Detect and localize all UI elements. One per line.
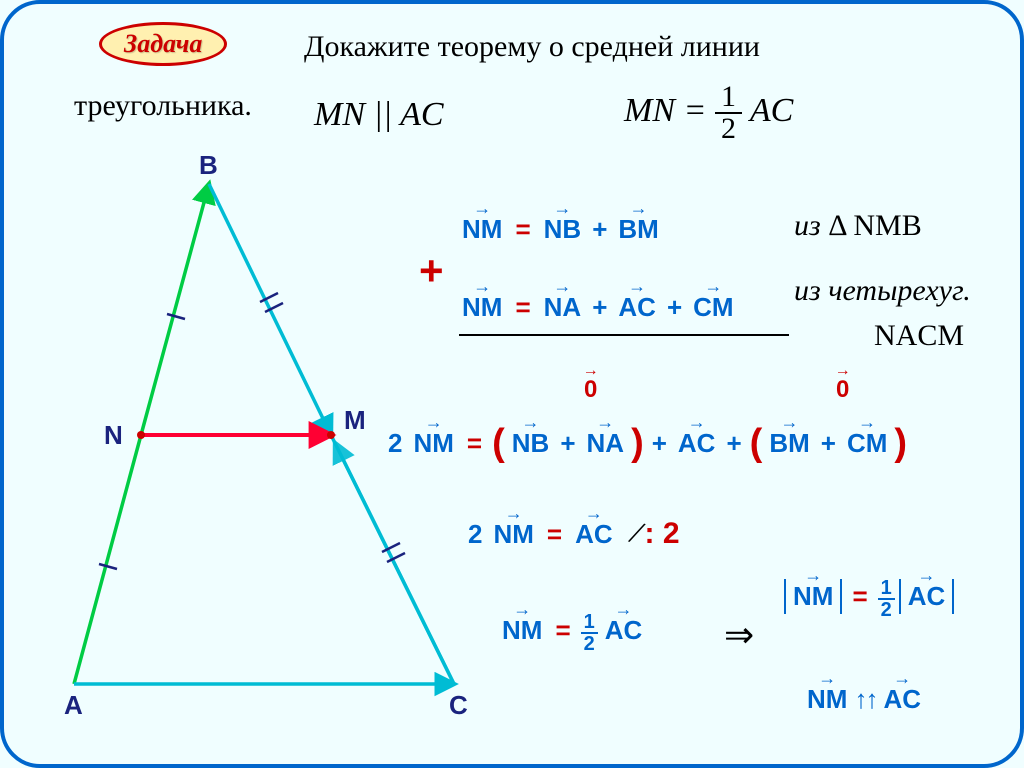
big-plus: + [419, 247, 444, 295]
equation-4: 2 NM = AC / : 2 [464, 514, 680, 551]
equation-7: NM ↑↑ AC [804, 684, 924, 715]
note-triangle-nmb: из Δ NMB [794, 209, 922, 243]
vertex-C: C [449, 690, 468, 720]
vertex-A: A [64, 690, 83, 720]
zero-2: 0 [836, 376, 849, 404]
vertex-B: B [199, 150, 218, 180]
equation-3: 2 NM = ( NB + NA ) + AC + ( BM + CM ) [384, 419, 907, 462]
note-nacm: NACM [874, 319, 964, 353]
zero-1: 0 [584, 376, 597, 404]
vertex-N: N [104, 420, 123, 450]
equation-6: NM = 12 AC [784, 579, 954, 622]
equation-1: NM = NB + BM [459, 214, 662, 245]
vertex-M: M [344, 405, 366, 435]
equation-5: NM = 12 AC [499, 614, 645, 656]
triangle-diagram: A B C N M [4, 4, 504, 768]
note-quad: из четырехуг. [794, 274, 971, 308]
equation-2: NM = NA + AC + CM [459, 292, 737, 323]
sum-divider [459, 334, 789, 336]
implies-symbol: ⇒ [724, 614, 754, 656]
slide-frame: Задача Докажите теорему о средней линии … [0, 0, 1024, 768]
formula-half: MN = 12 AC [624, 82, 793, 144]
